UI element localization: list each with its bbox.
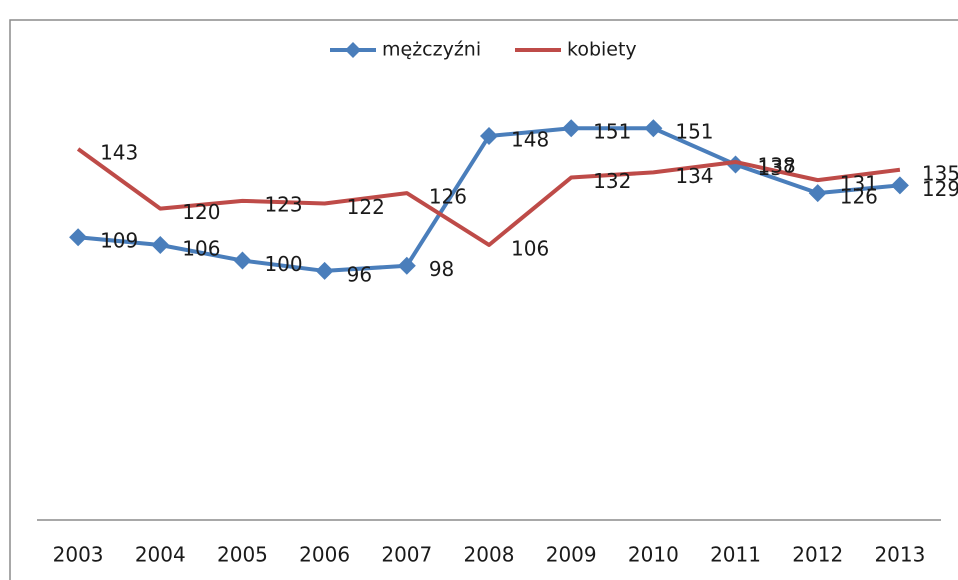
data-label: 123 — [264, 192, 302, 216]
x-tick-label: 2008 — [464, 543, 515, 567]
legend-marker — [345, 42, 361, 58]
x-tick-label: 2009 — [546, 543, 597, 567]
point-marker — [480, 127, 498, 146]
data-label: 131 — [840, 172, 878, 196]
x-tick-label: 2005 — [217, 543, 268, 567]
x-tick-label: 2012 — [792, 543, 843, 567]
x-tick-label: 2004 — [135, 543, 186, 567]
point-marker — [397, 256, 416, 275]
data-label: 120 — [182, 200, 220, 224]
data-label: 122 — [347, 195, 385, 219]
legend: mężczyźni kobiety — [330, 39, 637, 61]
point-marker — [233, 251, 252, 270]
data-label: 138 — [758, 153, 796, 177]
point-marker — [315, 261, 334, 280]
legend-label: mężczyźni — [382, 39, 481, 61]
data-label: 106 — [182, 236, 220, 260]
data-label: 151 — [675, 120, 713, 144]
point-marker — [151, 235, 170, 254]
point-marker — [808, 184, 827, 203]
x-tick-label: 2010 — [628, 543, 679, 567]
data-label: 126 — [840, 185, 878, 209]
data-label: 129 — [922, 177, 958, 201]
data-label: 96 — [347, 262, 372, 286]
point-marker — [69, 228, 88, 247]
x-tick-label: 2011 — [710, 543, 761, 567]
point-marker — [562, 119, 581, 138]
data-label: 109 — [100, 229, 138, 253]
data-label: 126 — [429, 185, 467, 209]
x-tick-label: 2013 — [874, 543, 925, 567]
data-label: 100 — [264, 252, 302, 276]
legend-label: kobiety — [567, 39, 637, 61]
chart-frame — [9, 19, 958, 580]
point-marker — [644, 119, 663, 138]
data-label: 106 — [511, 236, 549, 260]
data-label: 148 — [511, 128, 549, 152]
x-tick-label: 2003 — [53, 543, 104, 567]
data-label: 134 — [675, 164, 713, 188]
data-label: 132 — [593, 169, 631, 193]
data-label: 143 — [100, 140, 138, 164]
x-tick-label: 2007 — [381, 543, 432, 567]
series-line — [76, 147, 901, 247]
x-tick-label: 2006 — [299, 543, 350, 567]
data-label: 135 — [922, 161, 958, 185]
data-label: 151 — [593, 120, 631, 144]
data-label: 98 — [429, 257, 454, 281]
point-marker — [726, 155, 745, 174]
point-marker — [890, 176, 909, 195]
